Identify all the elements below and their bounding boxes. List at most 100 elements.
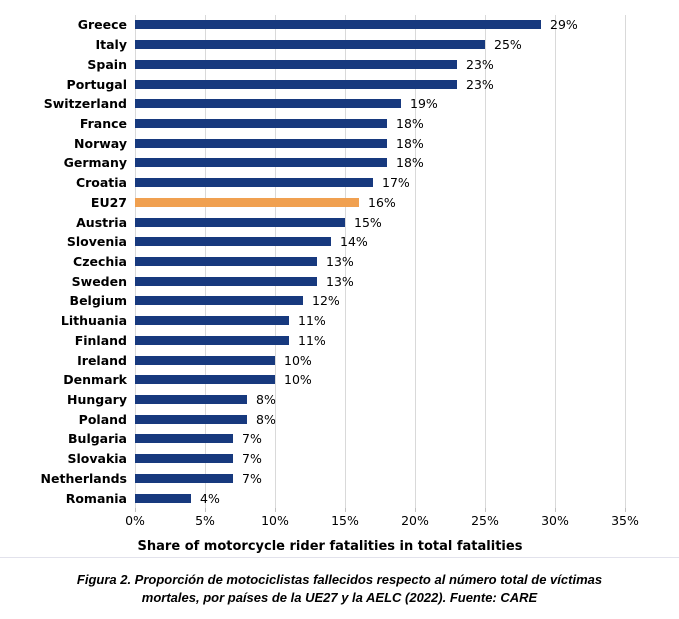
bar [135,217,345,227]
x-axis-tick-labels: 0% 5% 10% 15% 20% 25% 30% 35% [125,513,639,529]
category-label: Bulgaria [68,431,127,447]
bar [135,59,457,69]
bar [135,138,387,148]
bar-track: 23% [135,74,679,94]
value-label: 25% [494,37,522,53]
tick-mark [275,508,276,512]
category-label: Lithuania [60,313,127,329]
chart-row: Lithuania 11% [0,311,679,331]
bar-track: 29% [135,15,679,35]
value-label: 7% [242,451,262,467]
x-axis-ticks [135,508,626,513]
bar [135,434,233,444]
bar-track: 23% [135,54,679,74]
chart-row: Denmark 10% [0,370,679,390]
bar [135,395,247,405]
bar-track: 14% [135,232,679,252]
chart-row: Sweden 13% [0,271,679,291]
bar [135,296,303,306]
bar-track: 25% [135,35,679,55]
bar [135,316,289,326]
category-label: Ireland [77,352,127,368]
value-label: 18% [396,115,424,131]
bar [135,375,275,385]
chart-row: Austria 15% [0,212,679,232]
value-label: 13% [326,273,354,289]
value-label: 11% [298,313,326,329]
caption-line-1: Figura 2. Proporción de motociclistas fa… [76,572,603,587]
bar-track: 8% [135,390,679,410]
bar [135,178,373,188]
bar-track: 15% [135,212,679,232]
value-label: 29% [550,17,578,33]
bar-track: 11% [135,331,679,351]
tick-label: 10% [261,513,289,528]
chart-row: Spain 23% [0,54,679,74]
bar-track: 19% [135,94,679,114]
bar-rows: Greece 29% Italy 25% Spain 23% Portugal 23% Swit… [0,15,679,508]
category-label: Slovakia [67,451,128,467]
chart-row: Switzerland 19% [0,94,679,114]
value-label: 15% [354,214,382,230]
chart-row: Slovakia 7% [0,449,679,469]
value-label: 13% [326,253,354,269]
tick-mark [345,508,346,512]
bar [135,335,289,345]
category-label: Finland [74,332,127,348]
value-label: 8% [256,411,276,427]
chart-row: Croatia 17% [0,173,679,193]
tick-mark [205,508,206,512]
category-label: Italy [95,37,128,53]
gridline [625,15,626,508]
bar-track: 8% [135,409,679,429]
bar-track: 18% [135,153,679,173]
bar [135,20,541,30]
tick-label: 25% [471,513,499,528]
bar-track: 10% [135,350,679,370]
category-label: Belgium [69,293,127,309]
tick-mark [555,508,556,512]
bar [135,79,457,89]
tick-mark [415,508,416,512]
value-label: 11% [298,332,326,348]
bar [135,256,317,266]
chart-row: France 18% [0,114,679,134]
chart-row: Norway 18% [0,133,679,153]
bar [135,473,233,483]
value-label: 16% [368,194,396,210]
category-label: Spain [87,56,127,72]
bar [135,99,401,109]
gridline [415,15,416,508]
bar [135,276,317,286]
gridline [345,15,346,508]
bar [135,454,233,464]
category-label: Norway [74,135,127,151]
bar [135,158,387,168]
bar [135,414,247,424]
value-label: 8% [256,392,276,408]
tick-mark [625,508,626,512]
tick-label: 35% [611,513,639,528]
chart-row: Hungary 8% [0,390,679,410]
chart-row: Poland 8% [0,409,679,429]
chart-row: Netherlands 7% [0,469,679,489]
category-label: EU27 [90,194,127,210]
bar-track: 18% [135,114,679,134]
bar-track: 7% [135,429,679,449]
value-label: 23% [466,56,494,72]
chart-row: Portugal 23% [0,74,679,94]
category-label: Greece [77,17,127,33]
value-label: 10% [284,352,312,368]
figure-caption: Figura 2. Proporción de motociclistas fa… [0,571,679,607]
bar-highlight [135,197,359,207]
gridline [485,15,486,508]
chart-row: Greece 29% [0,15,679,35]
bar-track: 13% [135,252,679,272]
bar-track: 12% [135,291,679,311]
chart-row: Bulgaria 7% [0,429,679,449]
bar [135,355,275,365]
bar-track: 18% [135,133,679,153]
separator-line [0,557,679,558]
bar [135,118,387,128]
chart-row: EU27 16% [0,192,679,212]
